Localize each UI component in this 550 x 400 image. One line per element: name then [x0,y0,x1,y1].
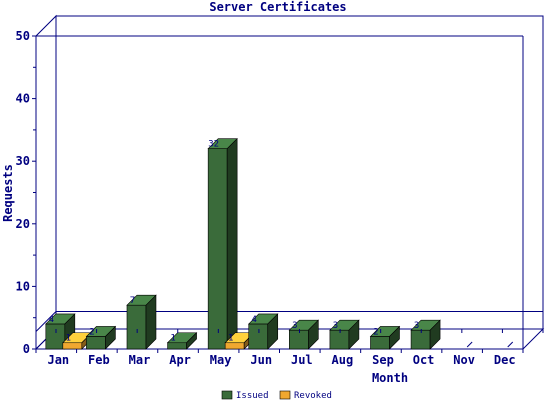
bar-issued-oct-side [429,319,441,350]
y-axis: 0 10 20 30 40 50 [16,29,36,356]
y-tick-label: 20 [16,217,30,231]
bar-issued-apr [166,332,198,350]
y-tick-label: 50 [16,29,30,43]
bar-issued-jul-side [308,319,319,350]
y-axis-title: Requests [1,164,15,222]
bar-issued-jun-side [267,313,279,350]
bar-issued-sep [369,325,401,350]
x-tick-label: May [210,353,232,367]
legend-swatch-revoked [279,390,291,400]
data-label-issued: 3 [414,321,419,331]
x-tick-label: Jan [47,353,69,367]
bar-issued-may [207,137,238,350]
x-tick-label: Sep [372,353,394,367]
data-label-revoked: 1 [228,334,233,344]
bar-issued-may-side [226,137,238,350]
x-axis: Jan Feb Mar Apr May Jun Jul Aug Sep Oct Nov Dec [35,329,544,367]
x-tick-label: Oct [413,353,435,367]
bar-issued-feb-side [105,325,116,350]
y-tick-label: 40 [16,92,30,106]
data-label-issued: 4 [252,315,257,325]
empty-marker [507,341,514,348]
x-tick-label: Nov [453,353,475,367]
bar-issued-mar-face [126,304,147,350]
data-label-issued: 4 [49,315,54,325]
bar-issued-aug [329,319,360,350]
data-label-issued: 7 [130,296,135,306]
chart-title: Server Certificates [209,0,346,14]
bar-issued-oct [410,319,441,350]
bar-issued-sep-side [389,325,400,350]
y-tick-label: 10 [16,279,30,293]
x-tick-label: Apr [169,353,191,367]
bar-issued-mar-side [145,294,157,350]
bar-issued-oct-face [410,329,431,350]
bar-issued-aug-face [329,329,350,350]
bar-issued-jul-face [289,329,309,350]
bar-issued-jan [45,313,76,350]
x-axis-title: Month [372,371,408,385]
bar-issued-may-face [207,148,228,350]
left-wall [35,14,57,351]
legend-swatch-issued [221,390,233,400]
x-tick-label: Feb [88,353,110,367]
empty-marker [466,341,473,348]
back-wall [55,15,544,330]
x-tick-label: Jul [291,353,313,367]
bar-issued-jul [288,319,320,350]
data-label-issued: 2 [373,327,378,337]
x-tick-label: Dec [494,353,516,367]
bar-issued-mar [126,294,157,350]
x-tick-label: Mar [129,353,151,367]
x-tick-label: Aug [332,353,354,367]
legend-label-revoked: Revoked [294,391,332,400]
data-label-issued: 32 [208,140,219,150]
data-label-revoked: 1 [66,334,71,344]
data-label-issued: 1 [170,334,175,344]
bar-issued-jun [248,313,279,350]
x-tick-label: Jun [250,353,272,367]
bar-issued-apr-side [186,332,197,350]
bar-issued-feb-face [86,336,106,350]
data-label-issued: 2 [89,327,94,337]
y-tick-label: 30 [16,154,30,168]
data-label-issued: 3 [333,321,338,331]
data-label-issued: 3 [292,321,297,331]
bar-issued-jun-face [248,323,269,350]
plot-frame [34,14,545,351]
legend-label-issued: Issued [236,391,269,400]
bar-issued-aug-side [348,319,360,350]
y-tick-label: 0 [23,342,30,356]
bar-issued-feb [85,325,117,350]
bar-issued-jan-face [45,323,66,350]
legend: Issued Revoked [221,390,332,400]
reference-line-side [35,311,57,332]
bar-issued-sep-face [370,336,390,350]
